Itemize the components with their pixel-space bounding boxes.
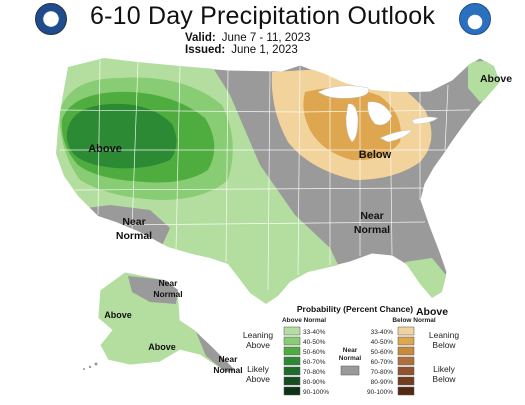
legend-above-range-label: 40-50% [303,339,326,346]
legend-above-swatch [283,376,301,386]
legend-below-range-label: 70-80% [371,369,394,376]
aleutian-islands [83,362,98,370]
legend-above-swatch [283,386,301,396]
legend-near-header-2: Normal [339,355,362,362]
legend-below-header: Below Normal [392,317,436,324]
legend-below-range-label: 33-40% [371,329,394,336]
legend-below-range-label: 50-60% [371,349,394,356]
map-labels: Above Below Near Normal Near Normal Abov… [88,73,512,375]
valid-value: June 7 - 11, 2023 [221,32,311,44]
legend-above-swatch [283,366,301,376]
legend-above-swatch [283,356,301,366]
alaska-above-label-1: Above [104,310,132,320]
doc-seal-icon [35,3,67,35]
valid-label: Valid: [185,32,216,44]
legend-below-swatch [397,366,415,376]
southeast-near-label-2: Normal [354,224,390,236]
legend-below-swatch [397,356,415,366]
legend-above-range-label: 70-80% [303,369,326,376]
legend-below-range-label: 60-70% [371,359,394,366]
lake-huron [367,101,393,126]
issued-label: Issued: [185,44,226,56]
legend-below-range-label: 80-90% [371,379,394,386]
legend-likely-below-1: Likely [433,364,455,374]
page-title: 6-10 Day Precipitation Outlook [89,2,436,30]
legend-below-range-label: 90-100% [367,389,393,396]
state-lines [57,59,471,291]
legend-above-scale: 33-40% 40-50% 50-60% 60-70% 70-80% 80-90% 90-1… [283,326,329,396]
legend-below-swatch [397,326,415,336]
legend-above-swatch [283,346,301,356]
legend-below-swatch [397,386,415,396]
legend-above-range-label: 60-70% [303,359,326,366]
legend-above-range-label: 50-60% [303,349,326,356]
legend-below-swatch [397,376,415,386]
alaska-near-region [128,276,178,304]
legend-title: Probability (Percent Chance) [297,304,413,314]
alaska-above-label-2: Above [148,342,176,352]
legend-above-header: Above Normal [282,317,326,324]
florida-above-region [405,258,450,302]
lake-ontario [411,116,439,125]
legend-likely-above-2: Above [246,374,270,384]
legend-above-range-label: 80-90% [303,379,326,386]
southwest-near-label-2: Normal [116,230,152,242]
lake-superior [317,85,369,99]
legend-leaning-above-1: Leaning [243,330,274,340]
great-lakes [317,85,439,143]
valid-line: Valid: June 7 - 11, 2023 [185,32,310,44]
legend-above-swatch [283,326,301,336]
legend-below-scale: 33-40% 40-50% 50-60% 60-70% 70-80% 80-90% 90-1… [367,326,415,396]
legend-likely-below-2: Below [432,374,456,384]
lake-michigan [345,103,359,143]
legend-below-swatch [397,346,415,356]
legend-above-swatch [283,336,301,346]
legend: Probability (Percent Chance) Above Norma… [243,304,460,396]
issued-value: June 1, 2023 [231,44,298,56]
legend-below-range-label: 40-50% [371,339,394,346]
legend-leaning-below-1: Leaning [429,330,460,340]
midwest-below-label: Below [359,149,392,161]
alaska-near-label-b-1: Near [219,354,239,364]
legend-leaning-above-2: Above [246,340,270,350]
southwest-near-label-1: Near [122,216,145,228]
west-above-60-region [66,103,177,169]
legend-below-swatch [397,336,415,346]
southeast-near-label-1: Near [360,210,383,222]
northeast-above-label: Above [480,73,512,85]
legend-likely-above-1: Likely [247,364,269,374]
alaska-near-panhandle [196,332,235,372]
alaska-near-label-b-2: Normal [213,365,242,375]
legend-near-swatch [340,365,360,376]
west-above-label: Above [88,143,122,155]
conus [55,57,501,373]
legend-leaning-below-2: Below [432,340,456,350]
alaska-near-label-2: Normal [153,289,182,299]
legend-near-header-1: Near [343,347,358,354]
alaska-near-label-1: Near [159,278,179,288]
legend-above-range-label: 90-100% [303,389,329,396]
issued-line: Issued: June 1, 2023 [185,44,298,56]
florida-above-label: Above [416,306,448,318]
lake-erie [379,129,413,143]
legend-above-range-label: 33-40% [303,329,326,336]
noaa-logo-icon [459,3,491,35]
